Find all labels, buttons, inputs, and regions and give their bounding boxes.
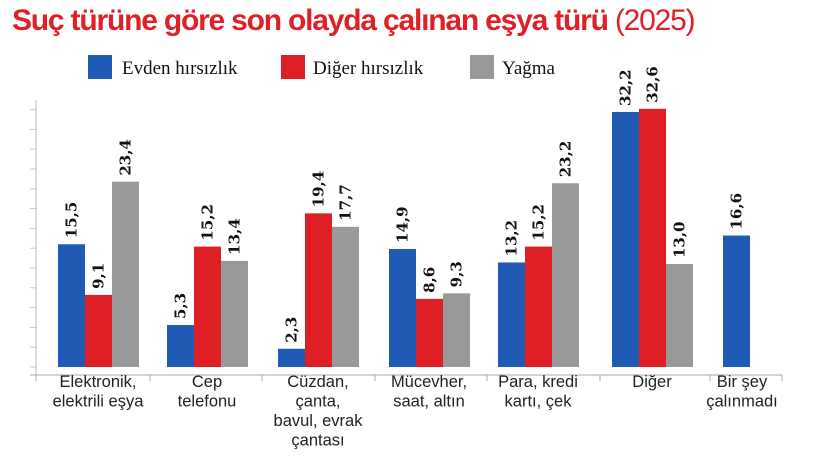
legend: Evden hırsızlık Diğer hırsızlık Yağma — [88, 55, 556, 79]
bar — [723, 235, 750, 367]
category-label: Cüzdan, çanta, bavul, evrak çantası — [274, 373, 364, 450]
legend-label: Evden hırsızlık — [122, 58, 238, 79]
category-labels-group: Elektronik, elektrili eşya Cep telefonu Cüzd… — [53, 373, 778, 450]
bar — [498, 262, 525, 367]
bar — [332, 226, 359, 367]
bars-group — [58, 108, 750, 368]
bar — [112, 181, 139, 367]
data-label: 9,3 — [448, 261, 466, 287]
data-label: 17,7 — [337, 184, 355, 221]
bar — [525, 246, 552, 367]
data-label: 13,2 — [503, 220, 521, 257]
data-label: 32,6 — [644, 66, 662, 103]
chart-title-year: (2025) — [614, 4, 696, 37]
data-label: 15,2 — [199, 204, 217, 241]
bar — [416, 298, 443, 367]
bar — [639, 108, 666, 368]
bar — [612, 111, 639, 367]
data-label: 16,6 — [728, 193, 746, 230]
data-label: 15,5 — [63, 202, 81, 239]
bar — [167, 325, 194, 367]
data-label: 23,4 — [117, 139, 135, 176]
data-label: 14,9 — [394, 206, 412, 243]
data-label: 2,3 — [283, 317, 301, 343]
bar — [389, 248, 416, 367]
data-label: 19,4 — [310, 171, 328, 208]
data-label: 23,2 — [557, 141, 575, 178]
bar — [221, 260, 248, 367]
category-label: Elektronik, elektrili eşya — [53, 373, 145, 411]
chart-title-main: Suç türüne göre son olayda çalınan eşya … — [12, 4, 609, 37]
bar — [552, 183, 579, 367]
data-label: 32,2 — [617, 69, 635, 106]
legend-swatch — [88, 55, 112, 79]
value-labels-group: 15,5 5,3 2,3 14,9 13,2 32,2 16,6 9,1 15,2 19,4 8,6… — [63, 66, 746, 343]
legend-label: Yağma — [502, 58, 556, 79]
y-axis-ticks — [30, 100, 783, 381]
legend-label: Diğer hırsızlık — [313, 58, 424, 79]
category-label: Cep telefonu — [178, 373, 237, 411]
chart-title: Suç türüne göre son olayda çalınan eşya … — [12, 4, 812, 38]
category-label: Mücevher, saat, altın — [391, 373, 467, 411]
bar — [443, 293, 470, 367]
data-label: 8,6 — [421, 267, 439, 293]
legend-swatch — [281, 55, 305, 79]
category-label: Para, kredi kartı, çek — [498, 373, 578, 411]
data-label: 9,1 — [90, 263, 108, 289]
legend-swatch — [470, 55, 494, 79]
category-label: Diğer — [632, 373, 672, 391]
data-label: 13,0 — [671, 221, 689, 258]
bar — [194, 246, 221, 367]
data-label: 5,3 — [172, 293, 190, 319]
data-label: 13,4 — [226, 218, 244, 255]
data-label: 15,2 — [530, 204, 548, 241]
bar — [58, 244, 85, 367]
category-label: Bir şey çalınmadı — [706, 373, 778, 411]
bar — [278, 348, 305, 367]
bar — [305, 213, 332, 367]
bar — [666, 264, 693, 367]
bar — [85, 294, 112, 367]
